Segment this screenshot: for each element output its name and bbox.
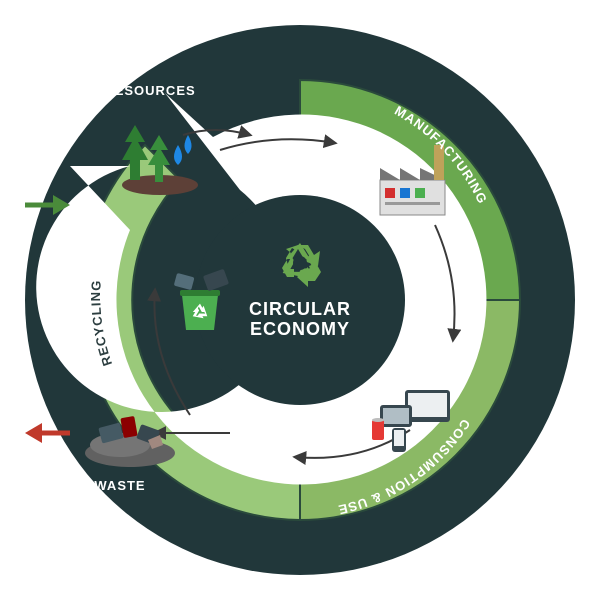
label-resources: RESOURCES — [104, 83, 195, 98]
label-waste: WASTE — [94, 478, 145, 493]
circular-economy-diagram: CIRCULAR ECONOMY — [15, 15, 585, 585]
center-title-2: ECONOMY — [250, 319, 350, 339]
center-title-1: CIRCULAR — [249, 299, 351, 319]
